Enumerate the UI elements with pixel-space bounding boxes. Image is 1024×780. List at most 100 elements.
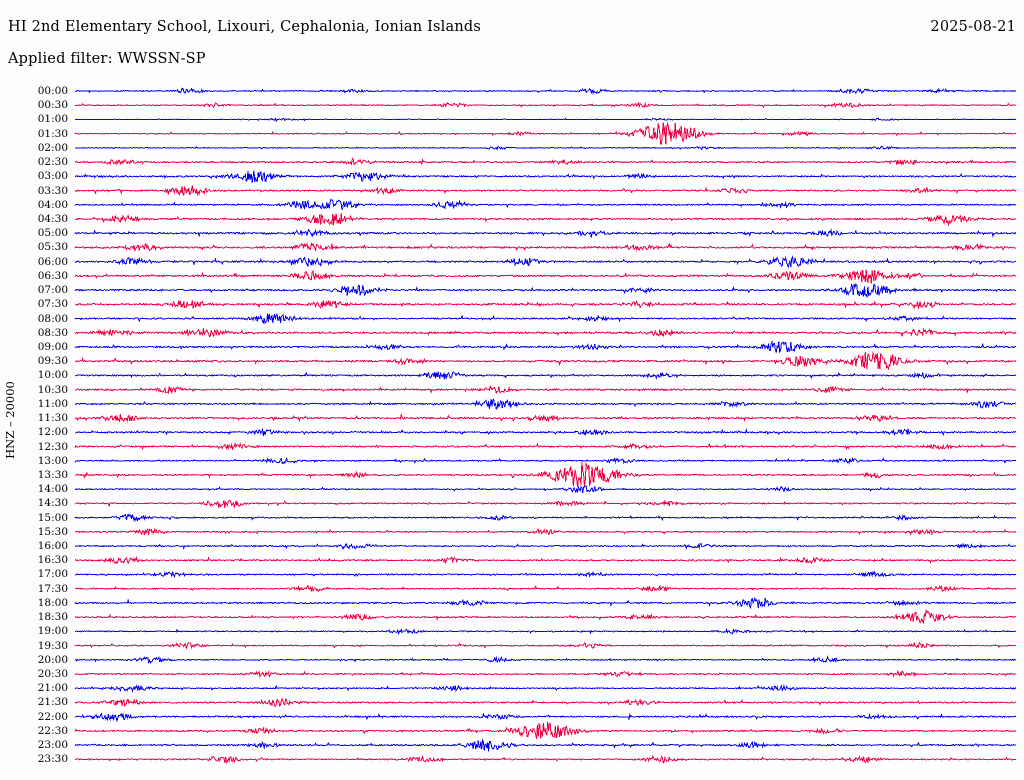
time-tick-label: 03:30: [37, 184, 68, 197]
trace-line: [74, 283, 1017, 298]
time-tick-label: 21:00: [37, 682, 68, 695]
time-tick-label: 09:00: [37, 340, 68, 353]
time-tick-label: 15:00: [37, 511, 68, 524]
trace-line: [74, 371, 1017, 380]
trace-line: [74, 117, 1017, 123]
applied-filter-label: Applied filter: WWSSN-SP: [8, 51, 206, 67]
trace-line: [74, 655, 1017, 665]
trace-line: [74, 269, 1017, 284]
trace-line: [74, 722, 1017, 740]
trace-line: [74, 441, 1017, 451]
time-tick-label: 01:00: [37, 113, 68, 126]
trace-line: [74, 697, 1017, 708]
time-tick-label: 14:30: [37, 497, 68, 510]
trace-line: [74, 145, 1017, 151]
trace-line: [74, 555, 1017, 565]
trace-line: [74, 101, 1017, 109]
trace-line: [74, 513, 1017, 523]
trace-line: [74, 499, 1017, 509]
trace-line: [74, 584, 1017, 593]
trace-line: [74, 428, 1017, 437]
trace-line: [74, 351, 1017, 371]
trace-line: [74, 185, 1017, 197]
trace-line: [74, 170, 1017, 183]
trace-line: [74, 157, 1017, 166]
trace-line: [74, 596, 1017, 610]
time-tick-label: 12:00: [37, 426, 68, 439]
time-tick-label: 05:00: [37, 227, 68, 240]
trace-line: [74, 462, 1017, 488]
time-tick-label: 22:00: [37, 710, 68, 723]
time-tick-label: 00:00: [37, 85, 68, 97]
time-tick-label: 08:00: [37, 312, 68, 325]
time-tick-label: 10:00: [37, 369, 68, 382]
time-tick-label: 09:30: [37, 355, 68, 368]
trace-line: [74, 412, 1017, 423]
trace-line: [74, 213, 1017, 227]
time-tick-label: 18:30: [37, 611, 68, 624]
trace-line: [74, 398, 1017, 411]
trace-line: [74, 641, 1017, 650]
time-tick-label: 17:00: [37, 568, 68, 581]
time-tick-label: 07:30: [37, 298, 68, 311]
trace-line: [74, 738, 1017, 752]
time-tick-label: 08:30: [37, 326, 68, 339]
time-tick-label: 16:30: [37, 554, 68, 567]
trace-line: [74, 87, 1017, 96]
time-tick-label: 23:00: [37, 739, 68, 752]
time-tick-label: 02:00: [37, 141, 68, 154]
time-tick-label: 01:30: [37, 127, 68, 140]
trace-line: [74, 608, 1017, 625]
time-tick-label: 11:00: [37, 397, 68, 410]
time-tick-label: 12:30: [37, 440, 68, 453]
time-tick-label: 06:30: [37, 269, 68, 282]
trace-line: [74, 340, 1016, 354]
trace-line: [74, 570, 1017, 579]
time-tick-label: 20:30: [37, 668, 68, 681]
time-tick-label: 17:30: [37, 582, 68, 595]
trace-line: [74, 255, 1017, 269]
time-tick-label: 19:00: [37, 625, 68, 638]
time-tick-label: 18:00: [37, 596, 68, 609]
time-tick-label: 00:30: [37, 99, 68, 112]
time-tick-label: 15:30: [37, 525, 68, 538]
time-tick-label: 03:00: [37, 170, 68, 183]
time-tick-label: 23:30: [37, 753, 68, 766]
time-tick-label: 13:00: [37, 454, 68, 467]
trace-line: [74, 313, 1017, 325]
time-tick-label: 19:30: [37, 639, 68, 652]
page-title: HI 2nd Elementary School, Lixouri, Cepha…: [8, 19, 482, 35]
time-tick-label: 10:30: [37, 383, 68, 396]
trace-line: [74, 241, 1017, 252]
time-tick-label: 14:00: [37, 483, 68, 496]
trace-line: [74, 712, 1017, 723]
trace-line: [74, 228, 1017, 238]
record-date: 2025-08-21: [930, 19, 1016, 35]
trace-line: [74, 627, 1017, 636]
trace-line: [74, 456, 1017, 465]
trace-line: [74, 669, 1017, 679]
time-tick-label: 04:30: [37, 212, 68, 225]
time-tick-label: 11:30: [37, 412, 68, 425]
time-axis: 00:00 00:30 01:00 01:30 02:00 02:30 03:00 03:30…: [0, 80, 72, 780]
time-tick-label: 06:00: [37, 255, 68, 268]
trace-line: [74, 384, 1017, 395]
trace-line: [74, 327, 1017, 338]
trace-line: [74, 299, 1017, 310]
trace-line: [74, 122, 1017, 146]
trace-line: [74, 528, 1017, 536]
time-tick-label: 21:30: [37, 696, 68, 709]
trace-line: [74, 485, 1017, 494]
time-tick-label: 22:30: [37, 724, 68, 737]
trace-line: [74, 542, 1017, 551]
time-tick-label: 05:30: [37, 241, 68, 254]
trace-line: [74, 198, 1017, 211]
time-tick-label: 16:00: [37, 540, 68, 553]
time-tick-label: 07:00: [37, 284, 68, 297]
time-tick-label: 04:00: [37, 198, 68, 211]
time-tick-label: 20:00: [37, 653, 68, 666]
time-tick-label: 13:30: [37, 468, 68, 481]
trace-line: [74, 683, 1017, 693]
